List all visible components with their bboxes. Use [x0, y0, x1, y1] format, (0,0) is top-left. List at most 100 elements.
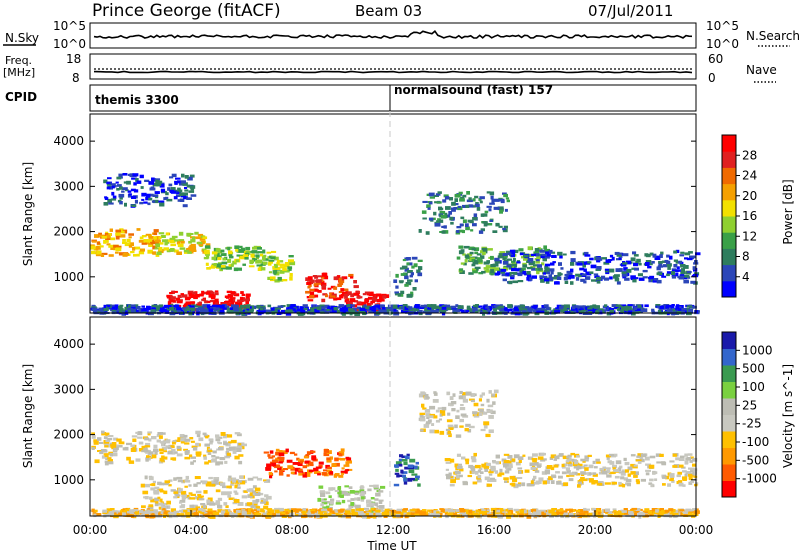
scatter-cell	[341, 291, 348, 295]
scatter-cell	[507, 304, 513, 309]
scatter-cell	[148, 504, 154, 508]
scatter-cell	[305, 277, 310, 281]
scatter-cell	[215, 456, 220, 459]
scatter-cell	[517, 280, 524, 283]
scatter-cell	[320, 282, 327, 287]
scatter-cell	[462, 392, 468, 396]
scatter-cell	[285, 448, 289, 453]
scatter-cell	[403, 481, 408, 485]
scatter-cell	[470, 393, 476, 397]
scatter-cell	[558, 509, 564, 512]
scatter-cell	[640, 512, 646, 516]
scatter-cell	[304, 508, 309, 512]
scatter-cell	[690, 469, 694, 473]
scatter-cell	[285, 310, 290, 314]
scatter-cell	[158, 249, 164, 254]
scatter-cell	[208, 448, 212, 451]
scatter-cell	[492, 267, 498, 271]
scatter-cell	[271, 455, 275, 458]
scatter-cell	[111, 304, 116, 307]
scatter-cell	[175, 194, 181, 197]
scatter-cell	[689, 460, 693, 463]
scatter-cell	[305, 454, 310, 458]
scatter-cell	[468, 197, 472, 201]
scatter-cell	[367, 488, 372, 492]
scatter-cell	[191, 236, 196, 240]
scatter-cell	[630, 257, 636, 262]
scatter-cell	[202, 309, 209, 313]
scatter-cell	[603, 261, 610, 265]
scatter-cell	[157, 488, 164, 492]
scatter-cell	[108, 202, 114, 205]
scatter-cell	[154, 502, 159, 507]
scatter-cell	[277, 276, 282, 281]
scatter-cell	[190, 512, 196, 517]
scatter-cell	[108, 511, 115, 516]
scatter-cell	[451, 408, 456, 412]
scatter-cell	[516, 261, 521, 264]
scatter-cell	[205, 243, 211, 247]
scatter-cell	[669, 478, 674, 482]
scatter-cell	[318, 485, 324, 489]
scatter-cell	[551, 255, 557, 258]
scatter-cell	[234, 245, 240, 249]
scatter-cell	[626, 308, 630, 312]
scatter-cell	[478, 305, 483, 308]
scatter-cell	[106, 181, 111, 185]
scatter-cell	[312, 306, 317, 311]
scatter-cell	[306, 309, 312, 312]
scatter-cell	[692, 471, 696, 476]
scatter-cell	[258, 492, 264, 496]
x-axis-ticks: 00:00 04:00 08:00 12:00 16:00 20:00 00:00	[73, 510, 713, 537]
scatter-cell	[260, 501, 266, 504]
scatter-cell	[516, 477, 523, 479]
scatter-cell	[155, 306, 160, 310]
scatter-cell	[118, 173, 123, 178]
scatter-cell	[213, 307, 220, 310]
scatter-cell	[573, 465, 580, 469]
scatter-cell	[219, 267, 223, 272]
scatter-cell	[153, 448, 159, 452]
scatter-cell	[615, 268, 621, 272]
scatter-cell	[607, 511, 613, 514]
scatter-cell	[445, 206, 451, 210]
scatter-cell	[659, 254, 663, 258]
scatter-cell	[187, 496, 191, 500]
scatter-cell	[128, 309, 132, 314]
scatter-cell	[400, 306, 404, 310]
colorbar-segment	[722, 464, 736, 481]
y-tick-label: 3000	[53, 382, 84, 396]
scatter-cell	[115, 251, 119, 254]
scatter-cell	[181, 307, 188, 310]
colorbar-segment	[722, 332, 736, 349]
scatter-cell	[222, 307, 228, 310]
scatter-cell	[217, 504, 222, 509]
scatter-cell	[148, 438, 152, 442]
colorbar-segment	[722, 232, 736, 249]
scatter-cell	[631, 267, 636, 270]
scatter-cell	[297, 462, 303, 466]
scatter-cell	[349, 311, 353, 316]
scatter-cell	[564, 304, 570, 309]
scatter-cell	[516, 483, 521, 487]
scatter-cell	[189, 244, 195, 248]
scatter-cell	[249, 261, 254, 265]
scatter-cell	[385, 294, 390, 298]
scatter-cell	[329, 471, 334, 475]
scatter-cell	[502, 192, 507, 195]
scatter-cell	[325, 294, 328, 298]
scatter-cell	[110, 444, 117, 448]
scatter-cell	[271, 307, 275, 311]
scatter-cell	[562, 510, 568, 515]
scatter-cell	[400, 290, 405, 294]
scatter-cell	[455, 415, 460, 419]
scatter-cell	[235, 478, 240, 482]
scatter-cell	[117, 245, 122, 249]
scatter-cell	[497, 271, 501, 276]
scatter-cell	[558, 475, 563, 479]
scatter-cell	[256, 477, 263, 481]
scatter-cell	[654, 478, 658, 481]
scatter-cell	[439, 430, 445, 435]
scatter-cell	[459, 468, 464, 472]
scatter-cell	[530, 480, 534, 484]
